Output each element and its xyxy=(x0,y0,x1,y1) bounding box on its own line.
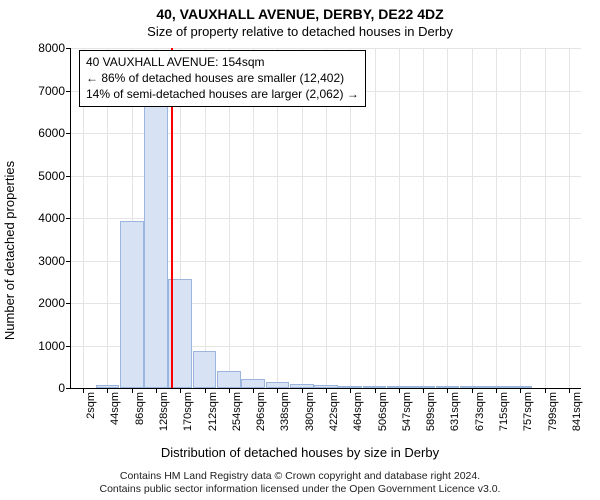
plot-area: 0100020003000400050006000700080002sqm44s… xyxy=(70,48,581,389)
histogram-bar xyxy=(120,221,144,388)
x-tick-label: 254sqm xyxy=(229,388,243,431)
y-axis-label: Number of detached properties xyxy=(0,0,20,500)
histogram-bar xyxy=(96,385,120,388)
x-tick-label: 170sqm xyxy=(180,388,194,431)
x-tick-label: 464sqm xyxy=(350,388,364,431)
x-axis-label: Distribution of detached houses by size … xyxy=(0,445,600,460)
x-tick-label: 422sqm xyxy=(326,388,340,431)
x-tick-label: 547sqm xyxy=(399,388,413,431)
histogram-bar xyxy=(387,386,411,388)
gridline-v xyxy=(496,48,497,388)
gridline-v xyxy=(399,48,400,388)
histogram-bar xyxy=(411,386,435,388)
x-tick-label: 757sqm xyxy=(520,388,534,431)
x-tick-label: 506sqm xyxy=(375,388,389,431)
x-tick-label: 128sqm xyxy=(156,388,170,431)
x-tick-label: 44sqm xyxy=(107,388,121,425)
x-tick-label: 2sqm xyxy=(83,388,97,419)
gridline-v xyxy=(545,48,546,388)
annotation-line: ← 86% of detached houses are smaller (12… xyxy=(86,70,359,86)
annotation-line: 40 VAUXHALL AVENUE: 154sqm xyxy=(86,54,359,70)
histogram-bar xyxy=(266,382,290,388)
histogram-bar xyxy=(144,105,168,388)
histogram-bar xyxy=(314,385,338,388)
annotation-line: 14% of semi-detached houses are larger (… xyxy=(86,86,359,102)
x-tick-label: 799sqm xyxy=(545,388,559,431)
gridline-v xyxy=(447,48,448,388)
histogram-bar xyxy=(338,386,362,388)
gridline-v xyxy=(569,48,570,388)
x-tick-label: 715sqm xyxy=(496,388,510,431)
histogram-bar xyxy=(363,386,387,388)
caption: Contains HM Land Registry data © Crown c… xyxy=(0,470,600,496)
x-tick-label: 338sqm xyxy=(277,388,291,431)
x-tick-label: 673sqm xyxy=(472,388,486,431)
histogram-bar xyxy=(290,384,314,388)
histogram-bar xyxy=(241,379,265,388)
gridline-v xyxy=(423,48,424,388)
histogram-bar xyxy=(508,386,532,388)
histogram-bar xyxy=(193,351,217,388)
chart-title: 40, VAUXHALL AVENUE, DERBY, DE22 4DZ xyxy=(0,6,600,22)
annotation-box: 40 VAUXHALL AVENUE: 154sqm← 86% of detac… xyxy=(79,50,366,107)
x-tick-label: 589sqm xyxy=(423,388,437,431)
x-tick-label: 631sqm xyxy=(447,388,461,431)
x-tick-label: 86sqm xyxy=(132,388,146,425)
gridline-v xyxy=(375,48,376,388)
chart-subtitle: Size of property relative to detached ho… xyxy=(0,24,600,39)
x-tick-label: 380sqm xyxy=(302,388,316,431)
x-tick-label: 212sqm xyxy=(205,388,219,431)
histogram-bar xyxy=(217,371,241,388)
gridline-v xyxy=(472,48,473,388)
histogram-bar xyxy=(484,386,508,388)
x-tick-label: 841sqm xyxy=(569,388,583,431)
histogram-bar xyxy=(436,386,460,388)
histogram-bar xyxy=(460,386,484,388)
gridline-v xyxy=(520,48,521,388)
x-tick-label: 296sqm xyxy=(253,388,267,431)
